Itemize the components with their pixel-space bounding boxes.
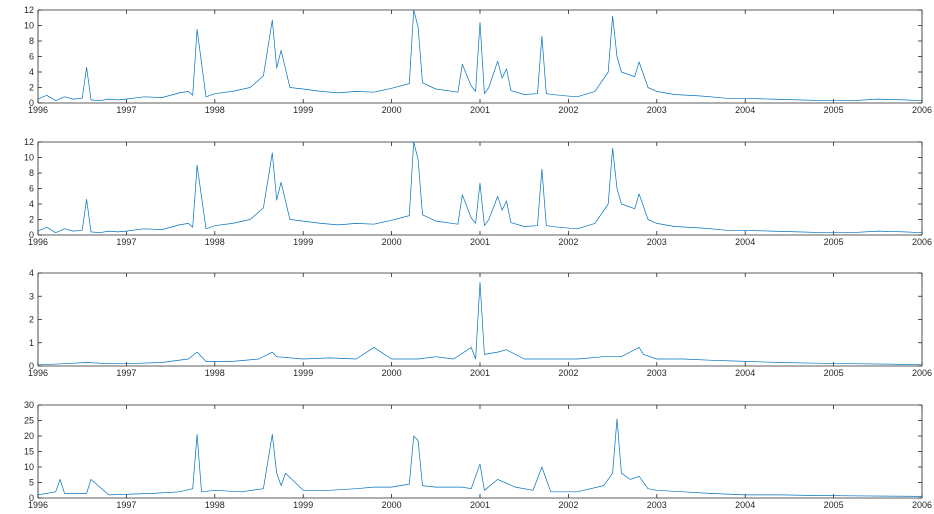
y-tick-label: 3 (29, 291, 34, 301)
x-tick-label: 2001 (470, 237, 490, 247)
y-tick-label: 4 (29, 199, 34, 209)
y-tick-label: 2 (29, 83, 34, 93)
y-tick-label: 10 (24, 462, 34, 472)
x-tick-label: 2001 (470, 500, 490, 510)
y-tick-label: 8 (29, 36, 34, 46)
y-tick-label: 2 (29, 215, 34, 225)
x-tick-label: 2005 (824, 237, 844, 247)
x-tick-label: 2000 (382, 105, 402, 115)
x-tick-label: 1998 (205, 237, 225, 247)
y-tick-label: 2 (29, 315, 34, 325)
y-tick-label: 30 (24, 400, 34, 410)
x-tick-label: 1998 (205, 105, 225, 115)
x-tick-label: 2003 (647, 500, 667, 510)
y-tick-label: 20 (24, 431, 34, 441)
series-line (37, 141, 923, 234)
x-tick-label: 2001 (470, 368, 490, 378)
x-tick-label: 1997 (116, 368, 136, 378)
y-tick-label: 0 (29, 493, 34, 503)
x-tick-label: 2005 (824, 105, 844, 115)
x-tick-label: 2006 (912, 105, 932, 115)
x-tick-label: 1997 (116, 105, 136, 115)
y-tick-label: 15 (24, 447, 34, 457)
y-tick-label: 12 (24, 5, 34, 15)
x-tick-label: 2002 (558, 500, 578, 510)
y-tick-label: 10 (24, 21, 34, 31)
x-tick-label: 1996 (28, 368, 48, 378)
y-tick-label: 1 (29, 338, 34, 348)
y-tick-label: 6 (29, 184, 34, 194)
series-line (37, 281, 923, 366)
x-tick-label: 2000 (382, 368, 402, 378)
y-tick-label: 10 (24, 153, 34, 163)
y-tick-label: 0 (29, 230, 34, 240)
x-tick-label: 1999 (293, 105, 313, 115)
chart-panel-4: 1996 1997 1998 1999 2000 2001 2002 2003 2004 2005… (24, 400, 932, 510)
x-tick-label: 1998 (205, 368, 225, 378)
x-tick-label: 2000 (382, 237, 402, 247)
y-tick-label: 0 (29, 98, 34, 108)
y-tick-label: 8 (29, 168, 34, 178)
x-tick-label: 1996 (28, 237, 48, 247)
y-tick-label: 4 (29, 268, 34, 278)
x-tick-label: 1998 (205, 500, 225, 510)
x-tick-label: 1996 (28, 105, 48, 115)
x-tick-label: 1999 (293, 368, 313, 378)
x-tick-label: 2000 (382, 500, 402, 510)
x-tick-label: 2003 (647, 368, 667, 378)
series-line (37, 418, 923, 497)
x-tick-label: 1997 (116, 237, 136, 247)
series-line (37, 9, 923, 102)
x-tick-label: 2004 (735, 368, 755, 378)
x-tick-label: 2004 (735, 237, 755, 247)
x-tick-label: 1999 (293, 500, 313, 510)
x-tick-label: 2003 (647, 237, 667, 247)
x-tick-label: 2004 (735, 105, 755, 115)
y-tick-label: 4 (29, 67, 34, 77)
x-tick-label: 2001 (470, 105, 490, 115)
x-tick-label: 1997 (116, 500, 136, 510)
x-tick-label: 2006 (912, 237, 932, 247)
x-tick-label: 1996 (28, 500, 48, 510)
x-tick-label: 2004 (735, 500, 755, 510)
x-tick-label: 2006 (912, 500, 932, 510)
x-tick-label: 2005 (824, 500, 844, 510)
x-tick-label: 2003 (647, 105, 667, 115)
x-tick-label: 2005 (824, 368, 844, 378)
x-tick-label: 2002 (558, 237, 578, 247)
y-tick-label: 25 (24, 416, 34, 426)
chart-panel-1: 1996 1997 1998 1999 2000 2001 2002 2003 2004 2005… (24, 5, 932, 115)
y-tick-label: 0 (29, 361, 34, 371)
x-tick-label: 2006 (912, 368, 932, 378)
x-tick-label: 2002 (558, 105, 578, 115)
y-tick-label: 12 (24, 137, 34, 147)
chart-panel-3: 1996 1997 1998 1999 2000 2001 2002 2003 2004 2005… (28, 268, 932, 378)
x-tick-label: 1999 (293, 237, 313, 247)
y-tick-label: 5 (29, 478, 34, 488)
y-tick-label: 6 (29, 52, 34, 62)
x-tick-label: 2002 (558, 368, 578, 378)
chart-panel-2: 1996 1997 1998 1999 2000 2001 2002 2003 2004 2005… (24, 137, 932, 247)
